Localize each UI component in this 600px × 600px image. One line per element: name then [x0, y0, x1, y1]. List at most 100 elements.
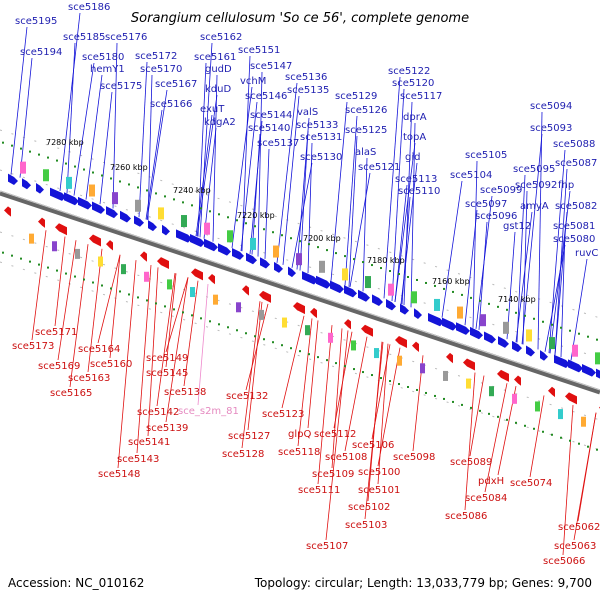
rim-dot: [254, 225, 256, 228]
rim-dot: [128, 293, 130, 296]
forward-gene-label: sce5151: [238, 45, 280, 56]
reverse-callout: [97, 254, 121, 344]
forward-callout: [383, 76, 401, 299]
feature-box: [259, 309, 264, 320]
forward-callout: [66, 42, 76, 194]
forward-callout: [521, 133, 543, 345]
forward-callout: [59, 12, 81, 191]
rim-dot: [335, 362, 337, 365]
forward-callout: [344, 115, 358, 286]
feature-box: [29, 233, 34, 244]
reverse-gene-label: sce5084: [465, 493, 507, 504]
rim-dot: [551, 323, 553, 326]
reverse-callout: [241, 301, 261, 449]
forward-gene-label: sce5167: [155, 79, 197, 90]
rim-dot: [2, 141, 4, 144]
position-ticks: 7280 kbp 7260 kbp 7240 kbp 7220 kbp 7200 kbp…: [46, 138, 536, 304]
rim-dot: [317, 246, 319, 249]
feature-box: [342, 268, 348, 281]
forward-gene-arrow: [148, 220, 157, 232]
feature-box: [397, 355, 402, 366]
feature-box: [144, 271, 149, 282]
feature-box: [581, 416, 586, 427]
forward-gene-label: sce5096: [475, 211, 517, 222]
reverse-callout: [31, 230, 47, 341]
rim-dot: [353, 258, 355, 261]
rim-dot: [65, 272, 67, 275]
forward-gene-label: sce5104: [450, 170, 492, 181]
reverse-gene-label: sce5112: [314, 429, 356, 440]
forward-gene-arrow: [344, 285, 357, 298]
forward-gene-label: sce5129: [335, 91, 377, 102]
forward-callout: [147, 74, 153, 221]
reverse-gene-label: sce5132: [226, 391, 268, 402]
forward-gene-label: sce5120: [392, 78, 434, 89]
rim-dot: [560, 326, 562, 329]
reverse-gene-label: sce5169: [38, 361, 80, 372]
feature-box: [374, 348, 379, 359]
topology-text: Topology: circular; Length: 13,033,779 b…: [254, 576, 592, 590]
reverse-gene-label: sce5160: [90, 359, 132, 370]
rim-dot: [137, 296, 139, 299]
rim-dot: [254, 335, 256, 338]
reverse-gene-arrow: [463, 358, 475, 371]
feature-box: [121, 264, 126, 275]
rim-dot: [533, 427, 535, 430]
forward-gene-label: sce5095: [513, 164, 555, 175]
forward-callout: [548, 149, 566, 354]
reverse-gene-label: sce5111: [298, 485, 340, 496]
reverse-gene-label: sce5143: [117, 454, 159, 465]
feature-box: [411, 291, 417, 304]
forward-gene-label: sce5130: [300, 152, 342, 163]
rim-dot: [497, 415, 499, 418]
forward-gene-label: sce5186: [68, 2, 110, 13]
reverse-callout: [377, 343, 389, 485]
forward-callout: [146, 89, 168, 220]
forward-gene-label: ruvC: [575, 248, 598, 259]
forward-callout: [276, 82, 298, 263]
feature-box: [388, 283, 394, 296]
feature-box: [273, 245, 279, 258]
reverse-gene-label: sce5128: [222, 449, 264, 460]
reverse-gene-label: sce5141: [128, 437, 170, 448]
forward-gene-arrow: [22, 178, 31, 190]
forward-callout: [199, 42, 213, 238]
reverse-gene-label: sce5148: [98, 469, 140, 480]
forward-callout: [537, 111, 543, 350]
rim-dot: [272, 231, 274, 234]
rim-dot: [569, 439, 571, 442]
reverse-gene-label: sce5138: [164, 387, 206, 398]
forward-gene-arrow: [512, 340, 522, 353]
forward-gene-arrow: [414, 308, 422, 319]
feature-box: [503, 321, 509, 334]
forward-gene-arrow: [428, 312, 444, 327]
rim-dot: [155, 302, 157, 305]
forward-gene-arrow: [134, 215, 144, 227]
forward-gene-label: sce5172: [135, 51, 177, 62]
forward-callout: [516, 174, 526, 343]
forward-gene-arrow: [8, 173, 18, 185]
reverse-gene-label: sce5142: [137, 407, 179, 418]
rim-dot: [479, 299, 481, 302]
rim-dot: [164, 305, 166, 308]
forward-gene-label: sce5125: [345, 125, 387, 136]
rim-dot: [317, 356, 319, 359]
reverse-gene-arrow: [242, 285, 249, 296]
rim-dot: [596, 338, 598, 341]
feature-box: [190, 287, 195, 298]
reverse-gene-label: glpQ: [288, 429, 311, 440]
forward-gene-label: sce5144: [250, 110, 292, 121]
feature-box: [535, 401, 540, 412]
feature-box: [526, 329, 532, 342]
feature-box: [305, 325, 310, 336]
feature-box: [20, 161, 26, 174]
reverse-gene-label: sce5062: [558, 522, 600, 533]
forward-gene-arrow: [162, 224, 170, 236]
forward-gene-label: sce5094: [530, 101, 572, 112]
rim-dot: [56, 269, 58, 272]
reverse-gene-arrow: [157, 257, 169, 270]
rim-dot: [470, 406, 472, 409]
forward-callout: [99, 91, 113, 205]
reverse-gene-label: sce5171: [35, 327, 77, 338]
reverse-gene-arrow: [4, 206, 11, 217]
